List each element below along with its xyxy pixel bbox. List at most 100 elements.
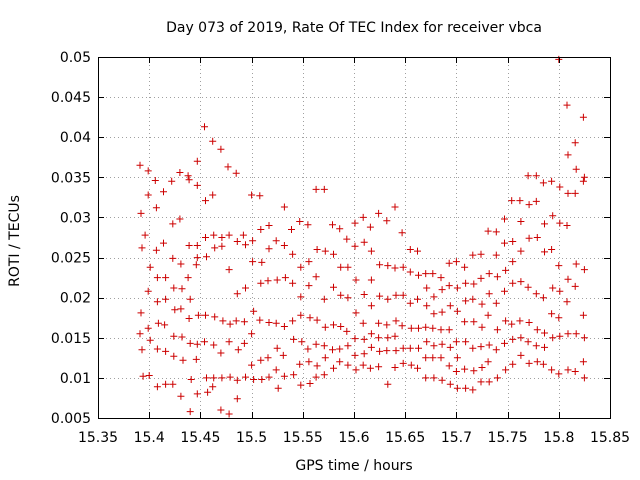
data-point	[320, 185, 328, 193]
data-point	[225, 266, 233, 274]
data-point	[186, 339, 194, 347]
data-point	[525, 201, 533, 209]
data-point	[580, 334, 588, 342]
data-point	[184, 172, 192, 180]
data-point	[264, 277, 272, 285]
data-point	[461, 365, 469, 373]
data-point	[517, 334, 525, 342]
data-point	[298, 338, 306, 346]
data-point	[137, 309, 145, 317]
data-point	[265, 245, 273, 253]
data-point	[289, 279, 297, 287]
data-point	[144, 191, 152, 199]
data-point	[509, 360, 517, 368]
data-point	[516, 317, 524, 325]
data-point	[399, 344, 407, 352]
data-point	[485, 290, 493, 298]
data-point	[383, 347, 391, 355]
data-point	[305, 282, 313, 290]
y-tick-label: 0.04	[60, 130, 91, 146]
data-point	[509, 279, 517, 287]
data-point	[225, 338, 233, 346]
data-point	[161, 321, 169, 329]
data-point	[168, 177, 176, 185]
data-point	[556, 287, 564, 295]
data-point	[344, 361, 352, 369]
y-tick-label: 0.02	[60, 291, 91, 307]
data-point	[533, 326, 541, 334]
data-point	[265, 373, 273, 381]
data-point	[193, 181, 201, 189]
data-point	[272, 319, 280, 327]
data-point	[233, 376, 241, 384]
data-point	[321, 323, 329, 331]
data-point	[162, 295, 170, 303]
data-point	[242, 241, 249, 249]
data-point	[446, 380, 454, 388]
data-point	[556, 183, 564, 191]
data-point	[492, 251, 500, 259]
data-point	[391, 264, 399, 272]
data-point	[170, 284, 178, 292]
data-point	[525, 319, 533, 326]
data-point	[391, 364, 399, 371]
data-point	[548, 177, 556, 185]
data-point	[399, 359, 407, 367]
data-point	[462, 338, 470, 346]
data-point	[217, 406, 225, 414]
data-point	[564, 189, 572, 197]
data-point	[248, 191, 256, 199]
data-point	[422, 374, 430, 382]
data-point	[257, 279, 265, 287]
x-tick-label: 15.35	[78, 430, 118, 446]
data-point	[336, 225, 344, 233]
y-tick-label: 0.01	[60, 371, 91, 387]
data-point	[240, 339, 248, 347]
data-point	[211, 313, 219, 321]
data-point	[176, 215, 184, 223]
data-point	[202, 311, 209, 319]
data-point	[571, 139, 579, 147]
data-point	[453, 384, 461, 392]
data-point	[367, 247, 375, 255]
data-point	[280, 323, 288, 330]
data-point	[469, 295, 477, 303]
data-point	[406, 246, 414, 253]
data-point	[502, 317, 510, 325]
data-point	[375, 319, 383, 327]
y-tick-label: 0.015	[51, 331, 91, 347]
data-point	[193, 242, 201, 249]
data-point	[406, 344, 414, 352]
data-point	[312, 373, 320, 381]
y-tick-label: 0.005	[51, 411, 91, 427]
data-point	[446, 302, 454, 310]
data-point	[571, 189, 579, 197]
data-point	[429, 324, 437, 332]
data-point	[452, 338, 460, 346]
data-point	[384, 334, 392, 342]
data-point	[375, 363, 383, 371]
data-point	[218, 374, 226, 382]
data-point	[171, 306, 179, 314]
data-point	[541, 248, 548, 256]
data-point	[144, 167, 152, 175]
data-point	[146, 336, 154, 344]
data-point	[330, 250, 337, 258]
data-point	[461, 318, 469, 326]
data-point	[399, 263, 407, 271]
data-point	[493, 273, 501, 281]
x-tick-label: 15.7	[441, 430, 472, 446]
data-point	[209, 137, 217, 145]
data-point	[193, 390, 201, 398]
data-point	[485, 270, 493, 278]
data-point	[517, 278, 525, 286]
x-tick-label: 15.5	[236, 430, 267, 446]
data-point	[384, 295, 392, 303]
data-point	[579, 358, 587, 366]
x-tick-label: 15.45	[180, 430, 220, 446]
data-point	[186, 295, 194, 303]
data-point	[145, 372, 153, 379]
data-point	[201, 123, 208, 131]
data-point	[485, 378, 493, 386]
data-point	[579, 177, 587, 185]
